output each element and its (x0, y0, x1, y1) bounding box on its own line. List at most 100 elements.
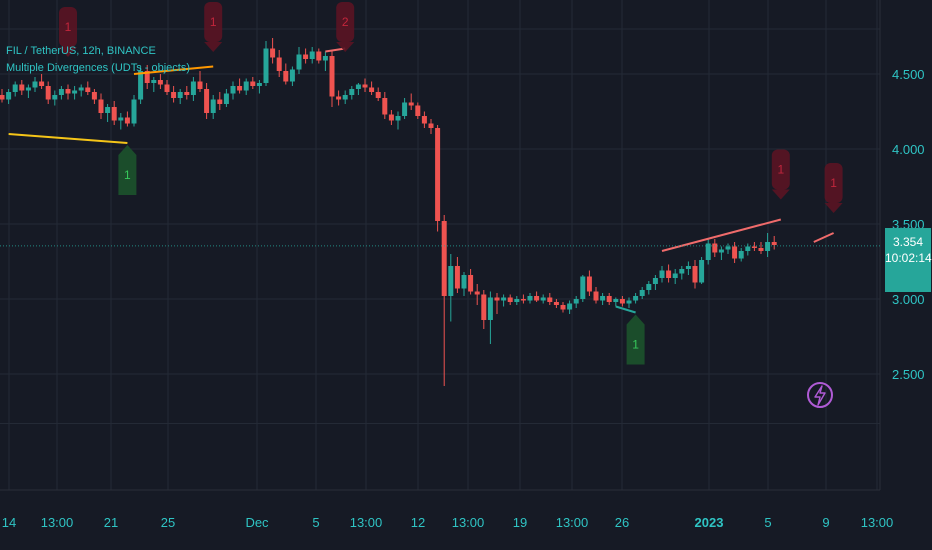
candle-up (105, 107, 111, 113)
bullish-arrow-icon (626, 314, 645, 325)
candle-up (705, 243, 711, 260)
candle-down (124, 117, 130, 124)
candle-up (725, 246, 731, 250)
candle-up (138, 71, 144, 100)
candle-down (435, 128, 441, 221)
candle-up (177, 92, 183, 98)
candle-up (679, 269, 685, 274)
candle-up (118, 117, 124, 121)
candle-down (560, 305, 566, 310)
candle-down (0, 95, 5, 100)
candle-down (276, 57, 282, 71)
candle-down (415, 105, 421, 116)
bullish-marker (626, 324, 645, 365)
bearish-marker (771, 149, 790, 190)
candle-down (85, 87, 91, 92)
bearish-marker (336, 2, 355, 42)
price-tick-label: 3.000 (892, 292, 925, 307)
symbol-title[interactable]: FIL / TetherUS, 12h, BINANCE (6, 45, 156, 57)
indicator-title[interactable]: Multiple Divergences (UDTs - objects) (6, 62, 190, 74)
candle-down (619, 299, 625, 304)
candle-up (210, 99, 216, 113)
candle-up (527, 296, 533, 301)
time-axis[interactable]: 14 13:00 21 25 Dec 5 13:00 12 13:00 19 13:00 26 2023… (2, 515, 894, 530)
candle-up (72, 90, 78, 94)
candle-up (461, 275, 467, 289)
bullish-divergence-line (8, 133, 128, 144)
candle-down (468, 275, 474, 292)
candle-up (487, 297, 493, 320)
candle-up (402, 102, 408, 116)
bearish-marker-label: 2 (342, 15, 349, 29)
candle-up (296, 54, 302, 70)
candle-up (190, 81, 196, 95)
last-price-badge: 3.354 10:02:14 (885, 228, 932, 292)
candle-down (712, 243, 718, 253)
time-tick-label: 14 (2, 515, 16, 530)
candle-up (672, 273, 678, 278)
candle-down (666, 270, 672, 278)
candle-down (494, 297, 500, 301)
candle-down (758, 248, 764, 251)
candle-down (336, 96, 342, 100)
candle-up (738, 251, 744, 259)
candle-down (237, 86, 243, 91)
candle-down (593, 291, 599, 301)
candle-up (652, 278, 658, 284)
candle-up (745, 246, 751, 251)
candle-down (45, 86, 51, 100)
time-tick-label: 19 (513, 515, 527, 530)
lightning-icon[interactable] (807, 382, 833, 408)
candle-down (303, 54, 309, 59)
candle-down (421, 116, 427, 124)
last-price-value: 3.354 (892, 235, 924, 249)
candle-up (289, 69, 295, 82)
candle-down (250, 81, 256, 86)
candle-up (685, 266, 691, 269)
candle-down (732, 246, 738, 259)
time-tick-label: 9 (822, 515, 829, 530)
candle-down (204, 89, 210, 113)
candle-down (428, 123, 434, 128)
bullish-marker (118, 155, 137, 195)
time-tick-label: 5 (764, 515, 771, 530)
bearish-arrow-icon (204, 42, 223, 52)
bearish-marker (59, 7, 77, 47)
candle-up (395, 116, 401, 121)
candle-up (131, 99, 137, 124)
price-tick-label: 4.500 (892, 67, 925, 82)
bearish-arrow-icon (59, 47, 77, 57)
candle-up (639, 290, 645, 296)
candle-down (217, 99, 223, 104)
grid (0, 0, 881, 491)
candle-up (613, 299, 619, 302)
candle-down (91, 92, 97, 100)
candle-up (646, 284, 652, 290)
price-tick-label: 4.000 (892, 142, 925, 157)
bearish-marker (204, 2, 223, 42)
candle-down (408, 102, 414, 106)
bearish-arrow-icon (336, 42, 355, 52)
candle-down (481, 294, 487, 320)
candle-up (573, 299, 579, 304)
candle-down (39, 81, 45, 86)
candle-up (32, 81, 38, 88)
bearish-marker-label: 1 (210, 15, 217, 29)
candle-down (606, 296, 612, 302)
time-tick-label: 21 (104, 515, 118, 530)
time-tick-label: 13:00 (41, 515, 74, 530)
bullish-divergence-line (615, 305, 636, 314)
candle-down (382, 98, 388, 115)
bearish-arrow-icon (771, 189, 790, 200)
candle-up (12, 84, 18, 92)
candle-down (144, 71, 150, 83)
candle-up (256, 83, 262, 86)
candle-up (718, 249, 724, 253)
candle-down (157, 80, 163, 85)
candle-down (692, 266, 698, 283)
candle-up (501, 297, 507, 301)
candle-down (474, 291, 480, 295)
candle-up (699, 260, 705, 283)
candle-down (316, 51, 322, 61)
